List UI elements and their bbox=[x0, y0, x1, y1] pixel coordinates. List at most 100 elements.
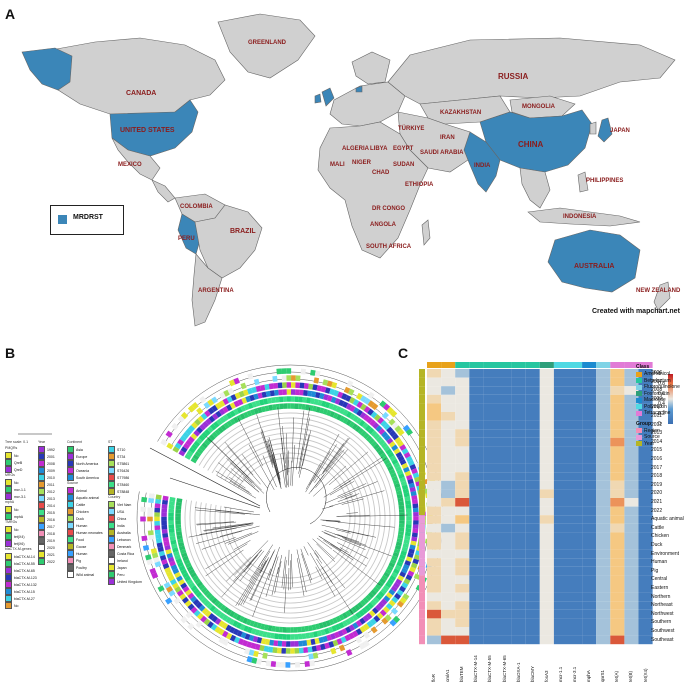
heatmap-cell bbox=[525, 627, 540, 636]
heatmap-cell bbox=[638, 506, 653, 516]
tree-ring-segment bbox=[379, 577, 386, 584]
heatmap-cell bbox=[455, 472, 470, 481]
tree-ring-segment bbox=[386, 426, 394, 434]
heatmap-group-bar-cell bbox=[419, 412, 425, 421]
heatmap-cell bbox=[441, 429, 456, 438]
tree-ring-segment bbox=[413, 573, 421, 580]
map-ireland bbox=[314, 93, 322, 104]
tree-ring-segment bbox=[380, 598, 388, 606]
tree-ring-segment bbox=[203, 439, 211, 446]
heatmap-cell bbox=[539, 592, 554, 602]
tree-legend-swatch bbox=[67, 508, 74, 515]
heatmap-group-bar-cell bbox=[419, 498, 425, 507]
tree-ring-segment bbox=[387, 451, 395, 459]
heatmap-cell bbox=[469, 601, 484, 610]
heatmap-cell bbox=[455, 523, 470, 533]
tree-branch bbox=[328, 451, 369, 486]
tree-ring-segment bbox=[367, 391, 375, 400]
heatmap-cell bbox=[596, 584, 611, 593]
tree-legend-label: ST6426 bbox=[117, 468, 130, 473]
tree-ring-segment bbox=[186, 578, 194, 586]
tree-ring-segment bbox=[348, 421, 355, 428]
tree-branch bbox=[321, 524, 376, 538]
tree-ring-segment bbox=[269, 639, 275, 646]
tree-ring-segment bbox=[413, 554, 421, 561]
heatmap-cell bbox=[568, 463, 583, 473]
heatmap-cell bbox=[469, 549, 484, 559]
heatmap-cell bbox=[441, 489, 456, 498]
heatmap-column-label: cmlA1 bbox=[445, 669, 451, 683]
heatmap-cell bbox=[511, 592, 526, 602]
tree-ring-segment bbox=[367, 408, 374, 416]
heatmap-cell bbox=[568, 541, 583, 550]
tree-ring-segment bbox=[218, 636, 226, 644]
tree-ring-segment bbox=[167, 574, 175, 582]
heatmap-row-label: 2013 bbox=[651, 430, 663, 437]
heatmap-cell bbox=[638, 377, 653, 387]
heatmap-group-bar-cell bbox=[419, 369, 425, 378]
heatmap-cell bbox=[483, 515, 498, 524]
tree-legend-swatch bbox=[5, 567, 12, 574]
heatmap-cell bbox=[497, 455, 512, 464]
heatmap-cell bbox=[525, 463, 540, 473]
tree-legend-swatch bbox=[38, 523, 45, 530]
heatmap-cell bbox=[525, 566, 540, 576]
tree-branch bbox=[270, 440, 280, 477]
heatmap-group-bar-cell bbox=[419, 506, 425, 516]
tree-legend-swatch bbox=[5, 560, 12, 567]
tree-legend-swatch bbox=[108, 543, 115, 550]
panel-a-letter: A bbox=[5, 6, 16, 22]
tree-ring-segment bbox=[336, 414, 342, 421]
tree-ring-segment bbox=[195, 591, 203, 598]
map-label: KAZAKHSTAN bbox=[440, 110, 482, 116]
tree-branch bbox=[240, 560, 267, 606]
tree-ring-segment bbox=[162, 563, 170, 570]
tree-ring-segment bbox=[373, 433, 381, 440]
tree-ring-segment bbox=[187, 405, 196, 413]
tree-ring-segment bbox=[364, 604, 371, 612]
tree-legend-heading: Source bbox=[67, 481, 79, 485]
tree-ring-segment bbox=[192, 575, 199, 582]
tree-legend-swatch bbox=[67, 564, 74, 571]
heatmap-cell bbox=[568, 377, 583, 387]
tree-legend-swatch bbox=[38, 467, 45, 474]
tree-ring-segment bbox=[364, 424, 372, 432]
tree-legend-label: 2017 bbox=[47, 524, 55, 529]
tree-ring-segment bbox=[363, 414, 370, 422]
tree-ring-segment bbox=[402, 424, 411, 432]
tree-ring-segment bbox=[396, 490, 403, 496]
heatmap-cell bbox=[469, 618, 484, 627]
tree-ring-segment bbox=[355, 636, 363, 644]
heatmap-cell bbox=[483, 463, 498, 473]
heatmap-cell bbox=[596, 506, 611, 516]
tree-ring-segment bbox=[209, 434, 216, 441]
tree-legend-heading: mphA bbox=[5, 500, 15, 504]
heatmap-cell bbox=[511, 480, 526, 490]
heatmap-cell bbox=[624, 480, 639, 490]
heatmap-cell bbox=[638, 463, 653, 473]
heatmap-cell bbox=[511, 635, 526, 645]
tree-branch bbox=[339, 547, 349, 553]
tree-ring-segment bbox=[388, 562, 396, 568]
heatmap-cell bbox=[582, 549, 597, 559]
tree-branch bbox=[305, 450, 331, 493]
tree-ring-segment bbox=[357, 601, 364, 609]
heatmap-cell bbox=[441, 480, 456, 490]
heatmap-cell bbox=[624, 532, 639, 541]
tree-ring-segment bbox=[399, 571, 407, 578]
tree-ring-segment bbox=[311, 391, 317, 398]
tree-ring-segment bbox=[265, 660, 272, 667]
tree-branch bbox=[224, 441, 254, 476]
tree-legend-label: Japan bbox=[117, 565, 127, 570]
heatmap-cell bbox=[469, 463, 484, 473]
tree-ring-segment bbox=[358, 609, 365, 617]
heatmap-cell bbox=[525, 609, 540, 619]
tree-ring-segment bbox=[214, 429, 221, 436]
tree-ring-segment bbox=[355, 620, 363, 627]
tree-ring-segment bbox=[217, 426, 224, 434]
tree-ring-segment bbox=[402, 593, 410, 601]
tree-legend-label: India bbox=[117, 523, 125, 528]
heatmap-cell bbox=[427, 394, 442, 404]
tree-ring-segment bbox=[248, 634, 255, 642]
heatmap-cell bbox=[582, 420, 597, 430]
